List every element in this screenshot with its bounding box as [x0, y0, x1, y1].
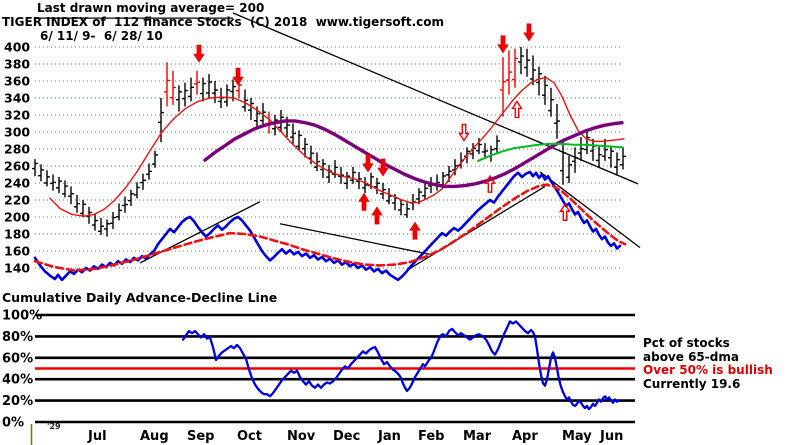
- svg-text:200: 200: [4, 210, 30, 225]
- svg-text:Mar: Mar: [463, 429, 492, 444]
- ma-note-label: Last drawn moving average= 200: [37, 1, 265, 15]
- signal-arrows: [193, 23, 571, 240]
- svg-text:Apr: Apr: [512, 429, 538, 444]
- svg-text:0%: 0%: [2, 416, 24, 431]
- svg-text:280: 280: [4, 142, 30, 157]
- lower-y-axis: 100% 80% 60% 40% 20% 0%: [2, 309, 42, 431]
- svg-text:Jan: Jan: [377, 429, 401, 444]
- svg-text:Nov: Nov: [287, 429, 316, 444]
- svg-text:May: May: [562, 429, 592, 444]
- svg-text:300: 300: [4, 125, 30, 140]
- chart-title: TIGER INDEX of 112 finance Stocks (C) 20…: [2, 15, 444, 29]
- note-pct-of-stocks: Pct of stocks: [643, 336, 730, 350]
- svg-text:Oct: Oct: [237, 429, 262, 444]
- svg-text:180: 180: [4, 227, 30, 242]
- note-over-50-bullish: Over 50% is bullish: [643, 363, 773, 377]
- lower-grid: [35, 313, 635, 424]
- svg-text:220: 220: [4, 193, 30, 208]
- svg-text:80%: 80%: [2, 330, 33, 345]
- svg-text:100%: 100%: [2, 309, 42, 324]
- main-series: [33, 76, 627, 282]
- svg-text:Jun: Jun: [599, 429, 623, 444]
- month-axis: Jul Aug Sep Oct Nov Dec Jan Feb Mar Apr May Jun: [30, 424, 623, 445]
- lower-series: [181, 320, 621, 411]
- svg-text:40%: 40%: [2, 373, 33, 388]
- lower-panel-title: Cumulative Daily Advance-Decline Line: [2, 290, 278, 305]
- svg-text:320: 320: [4, 108, 30, 123]
- date-range-label: 6/ 11/ 9- 6/ 28/ 10: [40, 29, 163, 43]
- svg-text:400: 400: [4, 40, 30, 55]
- svg-text:240: 240: [4, 176, 30, 191]
- partial-tick-label: '29: [47, 422, 61, 431]
- svg-text:360: 360: [4, 74, 30, 89]
- svg-text:Dec: Dec: [333, 429, 360, 444]
- svg-text:380: 380: [4, 57, 30, 72]
- svg-text:20%: 20%: [2, 394, 33, 409]
- note-currently-value: Currently 19.6: [643, 377, 741, 391]
- price-bars: [32, 47, 626, 237]
- svg-text:260: 260: [4, 159, 30, 174]
- note-above-65dma: above 65-dma: [643, 350, 739, 364]
- svg-text:Jul: Jul: [87, 429, 107, 444]
- svg-text:Aug: Aug: [140, 429, 169, 444]
- svg-text:Sep: Sep: [187, 429, 215, 444]
- svg-text:Feb: Feb: [418, 429, 444, 444]
- main-y-axis: 400 380 360 340 320 300 280 260 240 220 200 180 160 1…: [4, 40, 30, 276]
- svg-text:60%: 60%: [2, 351, 33, 366]
- svg-text:160: 160: [4, 244, 30, 259]
- svg-text:340: 340: [4, 91, 30, 106]
- svg-text:140: 140: [4, 261, 30, 276]
- trendlines: [35, 12, 641, 271]
